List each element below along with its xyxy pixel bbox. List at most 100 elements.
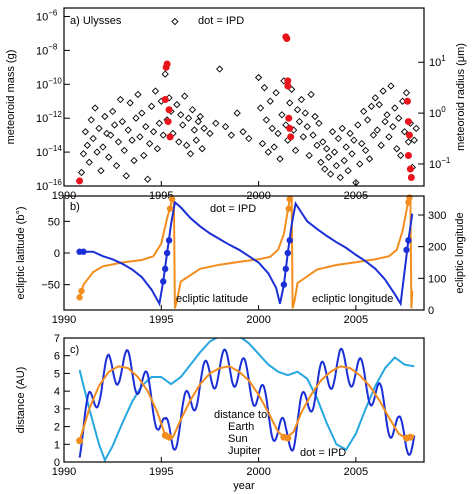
mass-point [188,106,197,114]
panel-a-right-ticks: 10−1 100 101 [418,54,451,171]
mass-point [184,114,193,122]
mass-point [99,143,107,151]
mass-point [346,129,354,138]
y-tick-label: 10−8 [36,42,58,57]
panel-a-marks [76,17,420,187]
x-tick-label: 1990 [52,466,76,478]
ipd-longitude-point [405,199,412,206]
y-tick-label: 7 [54,333,60,345]
mass-point [227,131,235,139]
mass-point [81,128,90,136]
mass-point [326,170,335,178]
legend-earth: Earth [228,421,254,433]
ipd-point [403,97,411,105]
mass-point [323,145,331,153]
mass-point [358,139,366,148]
ipd-point [404,151,412,159]
mass-point [303,123,311,131]
mass-point [299,133,307,141]
panel-a: a) Ulysses dot = IPD 1990 1995 2000 2005 10… [5,7,467,202]
ipd-point [283,35,291,43]
mass-point [325,153,333,161]
x-tick-label: 1995 [149,314,173,326]
mass-point [301,109,309,117]
mass-point [311,112,319,121]
mass-point [350,136,358,144]
ipd-longitude-point [406,194,413,201]
mass-point [395,114,403,122]
mass-point [105,153,113,161]
mass-point [258,139,267,148]
mass-point [270,143,278,151]
mass-point [85,158,93,166]
mass-point [200,124,208,132]
mass-point [109,107,117,116]
mass-point [336,173,344,182]
mass-point [379,87,387,95]
ipd-point [407,174,415,182]
panel-a-frame [63,7,425,187]
mass-point [212,119,220,127]
mass-point [334,134,343,143]
mass-point [338,124,346,132]
mass-point [360,107,368,116]
right-tick-label: 101 [429,54,446,69]
right-tick-label: 0 [428,305,434,317]
mass-point [260,84,269,92]
mass-point [107,131,115,139]
mass-point [305,151,313,160]
mass-point [134,90,142,99]
panel-c-ylabel: distance (AU) [15,367,27,434]
panel-c-lines [78,338,416,462]
mass-point [91,104,99,112]
right-tick-label: 300 [428,210,446,222]
legend-ecliptic-longitude: ecliptic longitude [312,293,393,305]
mass-point [340,156,348,165]
mass-point [297,95,306,104]
panel-b-annotation: dot = IPD [210,203,256,215]
ipd-latitude-point [80,248,87,255]
panel-b-ylabel: ecliptic latitude (b°) [15,206,27,299]
ipd-longitude-point [285,205,292,212]
panel-a-label: a) Ulysses [70,15,122,27]
mass-point [373,126,381,134]
ipd-longitude-point [166,205,174,212]
mass-point [149,128,158,136]
panel-c-marks [76,338,416,462]
ipd-latitude-point [165,237,173,244]
ipd-longitude-point [286,195,293,203]
mass-point [245,134,253,143]
mass-point [348,150,356,158]
mass-point [393,145,401,153]
ipd-sun-point [76,437,84,445]
panel-b-marks [76,194,414,309]
mass-point [404,138,413,146]
ipd-point [404,118,412,126]
y-tick-label: 10−14 [36,144,62,159]
mass-point [317,158,325,166]
mass-point [186,150,195,158]
mass-point [93,148,101,156]
ipd-latitude-point [160,278,167,285]
mass-point [264,148,272,156]
ipd-latitude-point [284,249,291,257]
mass-point [344,167,352,175]
jupiter-distance-line [78,338,415,462]
legend-title: distance to: [214,409,270,421]
mass-point [262,116,271,124]
mass-point [97,167,105,175]
mass-point [198,145,206,153]
earth-distance-line [78,347,416,458]
mass-point [147,102,156,110]
mass-point [239,128,247,136]
ipd-point [284,82,292,90]
mass-point [367,102,376,110]
ipd-latitude-point [282,265,290,273]
longitude-line [78,194,414,309]
mass-point [192,136,200,144]
mass-point [95,124,103,132]
mass-point [410,136,418,144]
mass-point [221,123,230,131]
mass-point [391,104,399,112]
